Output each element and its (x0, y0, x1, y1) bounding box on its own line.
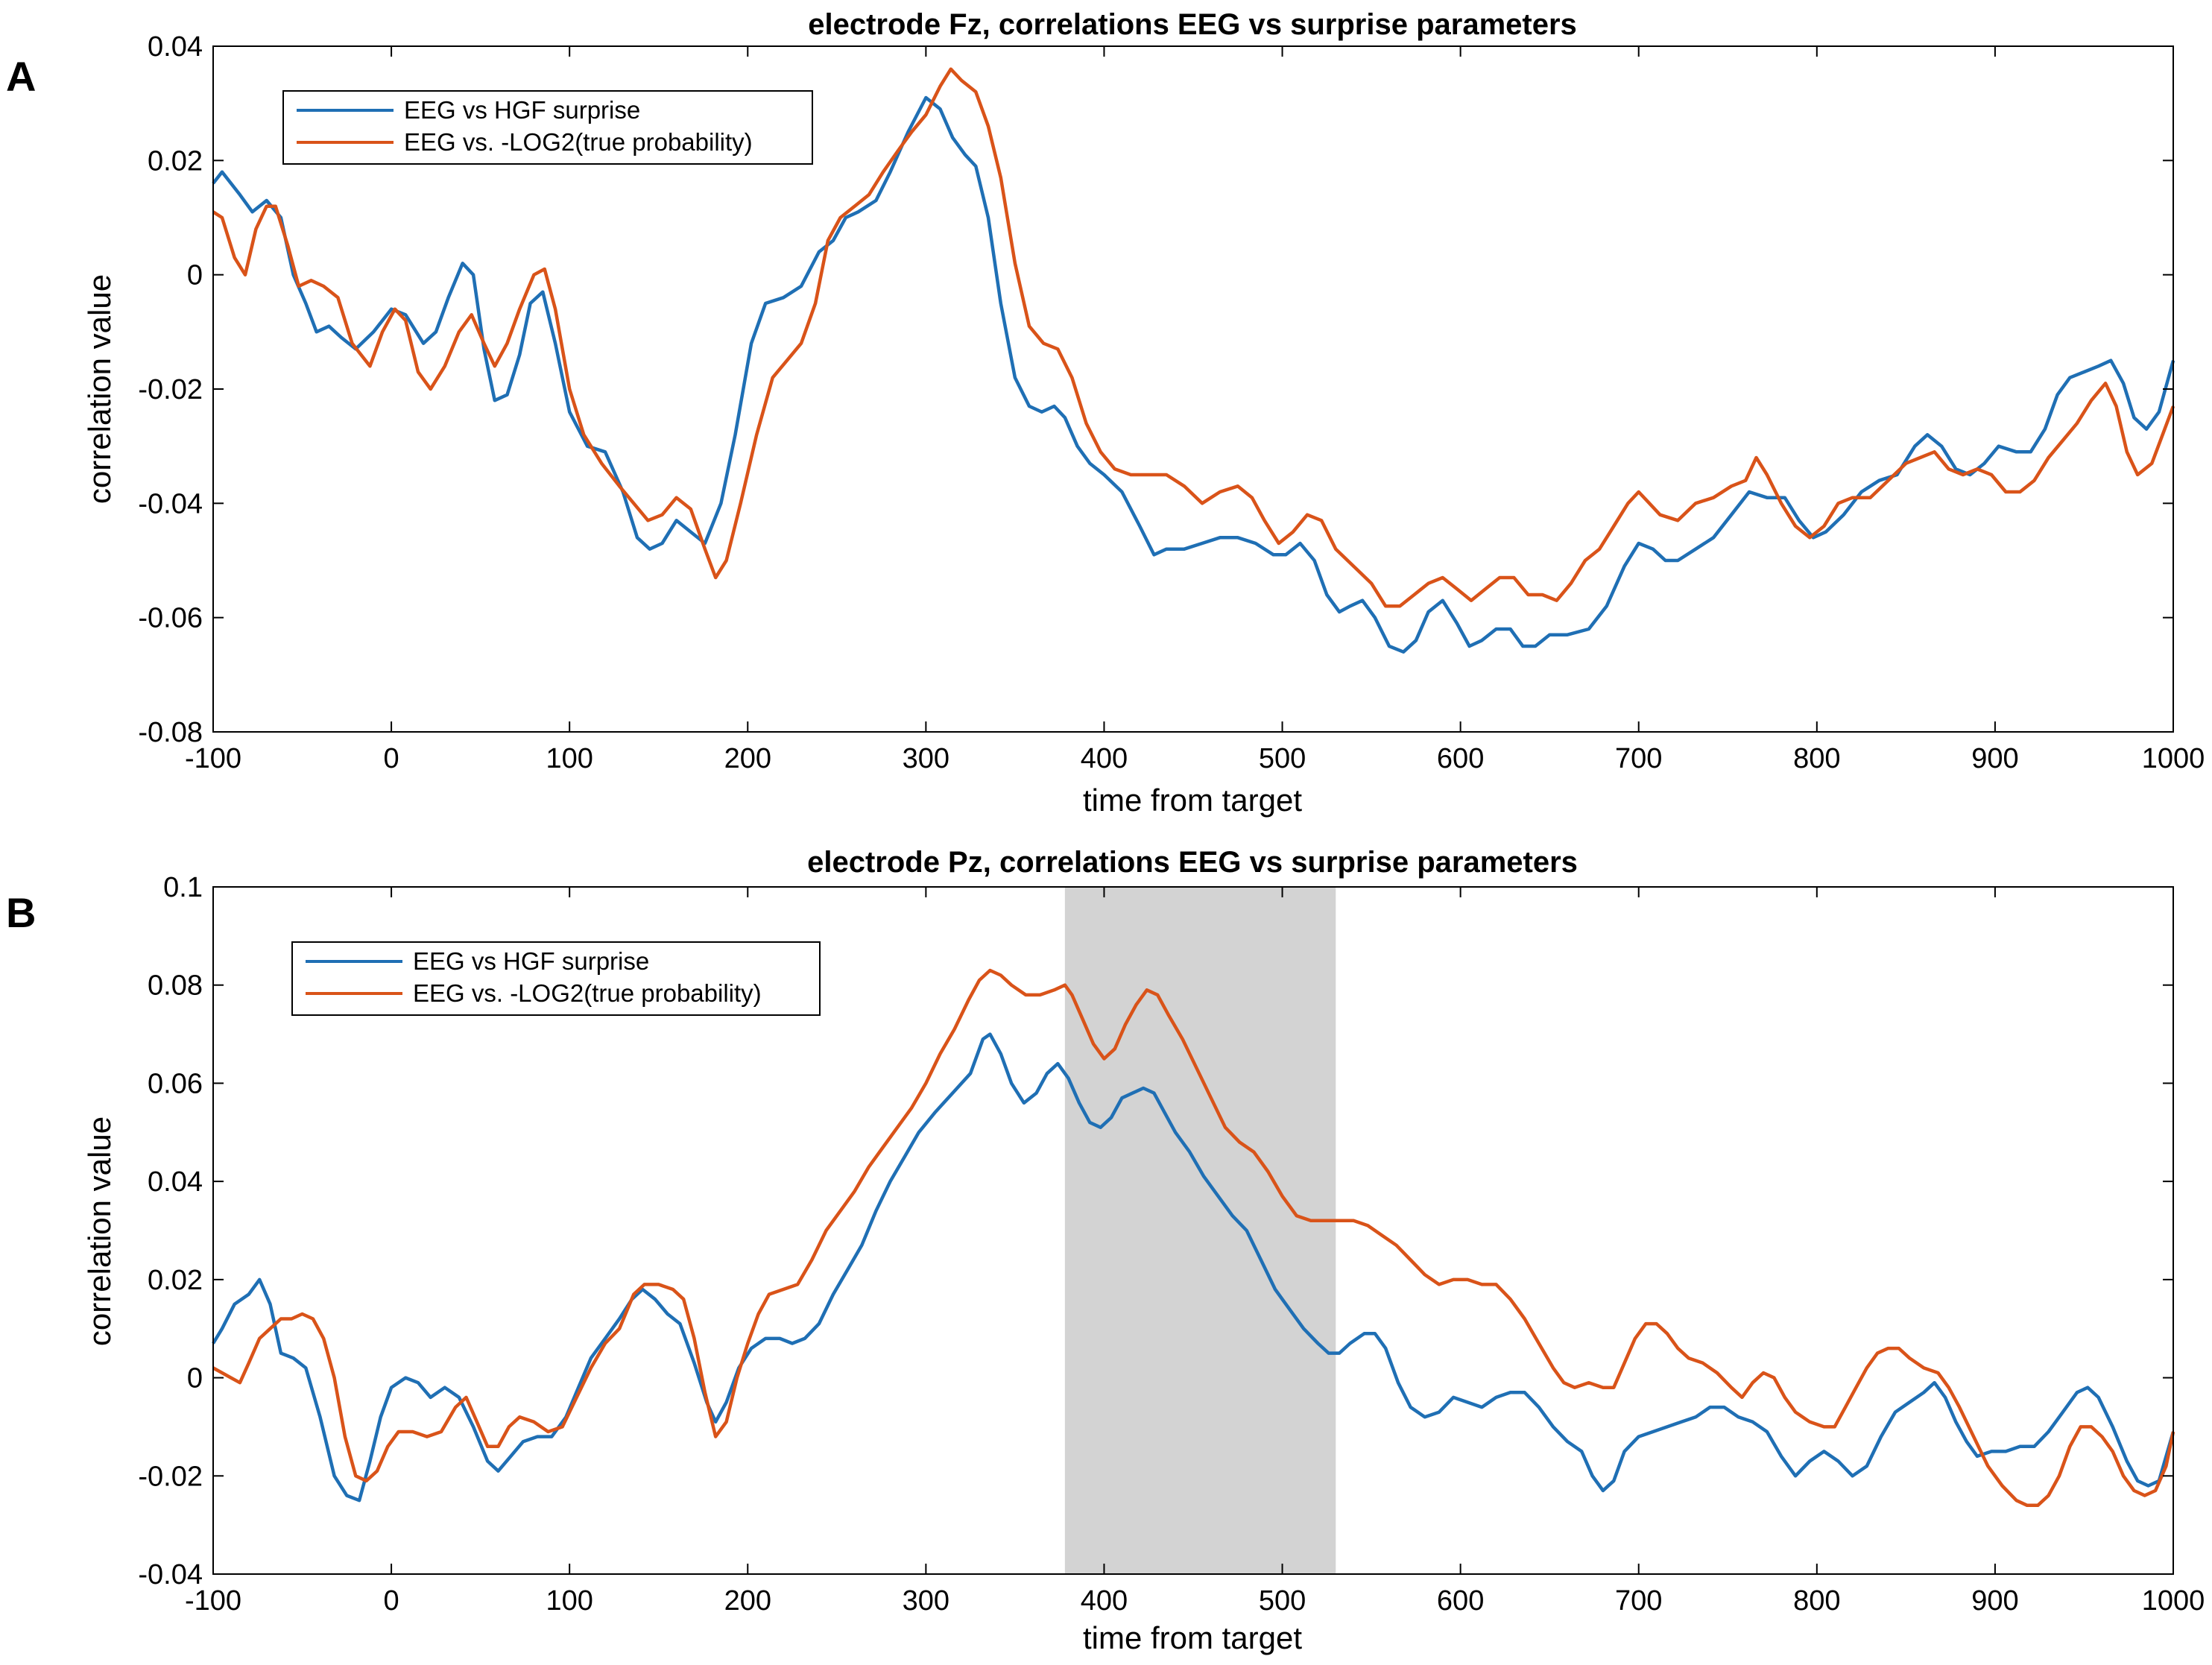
x-tick-label: 500 (1259, 1585, 1306, 1617)
panel-b-chart: B electrode Pz, correlations EEG vs surp… (6, 846, 2205, 1655)
y-tick-label: 0.02 (148, 145, 203, 177)
y-tick-label: -0.04 (138, 488, 203, 519)
x-tick-label: 0 (384, 1585, 399, 1617)
panel-a-ylabel: correlation value (82, 274, 117, 504)
significance-shaded-region (1064, 887, 1336, 1574)
panel-a-letter: A (6, 53, 36, 100)
x-tick-label: 900 (1971, 1585, 2018, 1617)
y-tick-label: 0.02 (148, 1265, 203, 1296)
x-tick-label: 200 (724, 743, 771, 774)
panel-b-ticks: -100 0 100 200 300 400 500 600 700 800 900 1000 -0.0… (138, 872, 2205, 1617)
panel-b-legend-box (291, 941, 821, 1016)
x-tick-label: 100 (546, 1585, 592, 1617)
y-tick-label: -0.02 (138, 374, 203, 405)
panel-b-legend: EEG vs HGF surprise EEG vs. -LOG2(true p… (291, 941, 821, 1016)
x-tick-label: 500 (1259, 743, 1306, 774)
y-tick-label: 0.04 (148, 31, 203, 63)
x-tick-label: 0 (384, 743, 399, 774)
panel-a-title: electrode Fz, correlations EEG vs surpri… (808, 8, 1577, 41)
x-tick-label: -100 (185, 1585, 241, 1617)
panel-b-frame (212, 886, 2174, 1575)
y-tick-label: 0 (187, 260, 203, 291)
panel-a-series (212, 67, 2175, 654)
x-tick-label: 400 (1081, 1585, 1128, 1617)
x-tick-label: 300 (903, 1585, 949, 1617)
panel-b-ylabel: correlation value (82, 1116, 117, 1346)
panel-a-chart: A electrode Fz, correlations EEG vs surp… (6, 8, 2205, 818)
panel-a-ticks: -100 0 100 200 300 400 500 600 700 800 900 1000 -0.0… (138, 31, 2205, 774)
panel-a-legend-label-1: EEG vs HGF surprise (404, 96, 640, 124)
panel-b-xlabel: time from target (1083, 1620, 1302, 1655)
panel-b-letter: B (6, 889, 36, 936)
y-tick-label: -0.02 (138, 1461, 203, 1492)
x-tick-label: 700 (1615, 1585, 1662, 1617)
panel-a-xlabel: time from target (1083, 783, 1302, 818)
panel-b-legend-label-2: EEG vs. -LOG2(true probability) (413, 979, 762, 1007)
x-tick-label: 300 (903, 743, 949, 774)
y-tick-label: -0.08 (138, 717, 203, 748)
x-tick-label: 400 (1081, 743, 1128, 774)
y-tick-label: 0.1 (163, 872, 203, 903)
y-tick-label: 0.06 (148, 1068, 203, 1099)
panel-a-legend-box (282, 90, 813, 165)
y-tick-label: -0.06 (138, 603, 203, 634)
x-tick-label: 700 (1615, 743, 1662, 774)
x-tick-label: 800 (1793, 1585, 1840, 1617)
series-line-log2-true-probability (212, 968, 2175, 1508)
y-tick-label: -0.04 (138, 1559, 203, 1590)
x-tick-label: 1000 (2142, 1585, 2205, 1617)
panel-b-title: electrode Pz, correlations EEG vs surpri… (807, 846, 1578, 879)
panel-b-shading (1064, 887, 1336, 1574)
y-tick-label: 0.04 (148, 1166, 203, 1198)
x-tick-label: 800 (1793, 743, 1840, 774)
panel-b-legend-label-1: EEG vs HGF surprise (413, 947, 649, 975)
y-tick-label: 0 (187, 1363, 203, 1394)
x-tick-label: 200 (724, 1585, 771, 1617)
x-tick-label: -100 (185, 743, 241, 774)
y-tick-label: 0.08 (148, 970, 203, 1002)
series-line-log2-true-probability (212, 67, 2175, 608)
series-line-hgf-surprise (212, 95, 2175, 654)
panel-b-series (212, 968, 2175, 1508)
x-tick-label: 100 (546, 743, 592, 774)
panel-a-legend: EEG vs HGF surprise EEG vs. -LOG2(true p… (282, 90, 813, 165)
x-tick-label: 600 (1437, 743, 1484, 774)
series-line-hgf-surprise (212, 1032, 2175, 1503)
x-tick-label: 900 (1971, 743, 2018, 774)
x-tick-label: 1000 (2142, 743, 2205, 774)
panel-a-legend-label-2: EEG vs. -LOG2(true probability) (404, 128, 753, 156)
x-tick-label: 600 (1437, 1585, 1484, 1617)
